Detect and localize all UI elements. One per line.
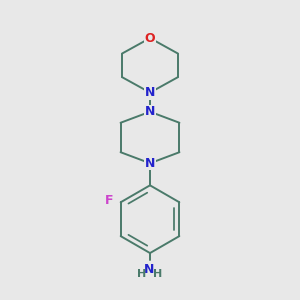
Text: H: H <box>153 269 162 279</box>
Text: F: F <box>105 194 114 207</box>
Text: H: H <box>136 269 146 279</box>
Text: N: N <box>145 86 155 99</box>
Text: O: O <box>145 32 155 45</box>
Text: N: N <box>144 263 154 276</box>
Text: N: N <box>145 105 155 118</box>
Text: N: N <box>145 157 155 170</box>
